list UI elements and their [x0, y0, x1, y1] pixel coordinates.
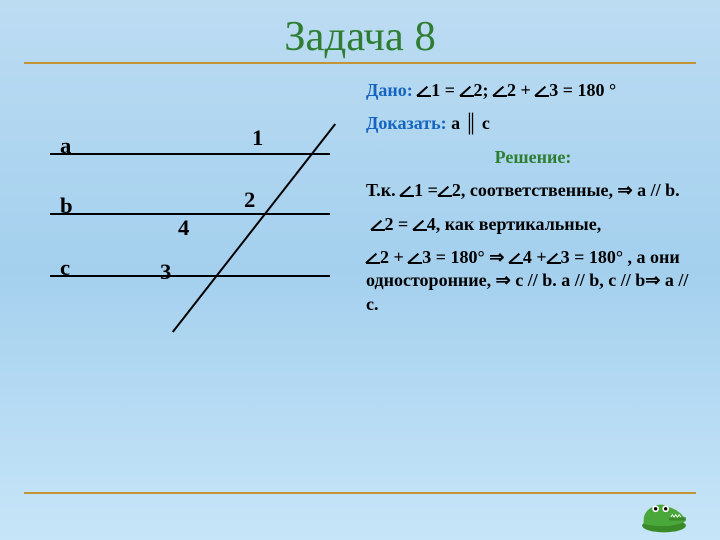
solution-header: Решение:	[366, 146, 700, 169]
step3-a2: 3	[422, 247, 431, 267]
given-t1: 1 =	[431, 80, 455, 100]
step2-a1: 2	[385, 214, 394, 234]
angle-icon	[493, 83, 507, 97]
angle-icon	[438, 183, 452, 197]
given-t2: 2;	[474, 80, 489, 100]
angle-icon	[547, 250, 561, 264]
angle-icon	[371, 217, 385, 231]
step2-tail: , как вертикальные,	[436, 214, 601, 234]
step2-m1: =	[394, 214, 413, 234]
label-1: 1	[252, 125, 263, 151]
angle-icon	[460, 83, 474, 97]
step3-m1: +	[389, 247, 408, 267]
step3-a1: 2	[380, 247, 389, 267]
step1-a1: 1	[414, 180, 423, 200]
content-area: a b c 1 2 3 4 Дано: 1 = 2; 2 + 3 = 180 °…	[0, 61, 720, 399]
rule-bottom	[24, 492, 696, 494]
step1-a2: 2	[452, 180, 461, 200]
angle-icon	[413, 217, 427, 231]
step1-m1: =	[423, 180, 438, 200]
given-label: Дано:	[366, 80, 413, 100]
prove-body: a ║ c	[451, 113, 490, 133]
step-2: 2 = 4, как вертикальные,	[366, 213, 700, 236]
diagram: a b c 1 2 3 4	[20, 79, 360, 399]
step3-m3: +	[532, 247, 547, 267]
label-3: 3	[160, 259, 171, 285]
prove-label: Доказать:	[366, 113, 447, 133]
page-title: Задача 8	[0, 0, 720, 61]
given-t4: 3 = 180 °	[549, 80, 616, 100]
angle-icon	[417, 83, 431, 97]
step2-a2: 4	[427, 214, 436, 234]
label-2: 2	[244, 187, 255, 213]
given-body: 1 = 2; 2 + 3 = 180 °	[417, 80, 616, 100]
step3-a3: 4	[523, 247, 532, 267]
label-c: c	[60, 255, 70, 281]
text-column: Дано: 1 = 2; 2 + 3 = 180 ° Доказать: a ║…	[360, 79, 700, 399]
line-b	[50, 213, 330, 215]
angle-icon	[535, 83, 549, 97]
line-a	[50, 153, 330, 155]
step-1: Т.к. 1 = 2, соответственные, ⇒ a // b.	[366, 179, 700, 202]
angle-icon	[400, 183, 414, 197]
crocodile-icon	[638, 492, 690, 534]
label-a: a	[60, 133, 71, 159]
step3-m2: = 180° ⇒	[431, 247, 509, 267]
line-c	[50, 275, 330, 277]
step-3: 2 + 3 = 180° ⇒ 4 +3 = 180° , а они однос…	[366, 246, 700, 316]
angle-icon	[366, 250, 380, 264]
angle-icon	[509, 250, 523, 264]
rule-top	[24, 62, 696, 64]
prove-line: Доказать: a ║ c	[366, 112, 700, 135]
given-line: Дано: 1 = 2; 2 + 3 = 180 °	[366, 79, 700, 102]
label-4: 4	[178, 215, 189, 241]
step3-a4: 3	[561, 247, 570, 267]
given-t3: 2 +	[507, 80, 531, 100]
label-b: b	[60, 193, 73, 219]
angle-icon	[408, 250, 422, 264]
step1-tail: , соответственные, ⇒ a // b.	[461, 180, 680, 200]
step1-pre: Т.к.	[366, 180, 400, 200]
